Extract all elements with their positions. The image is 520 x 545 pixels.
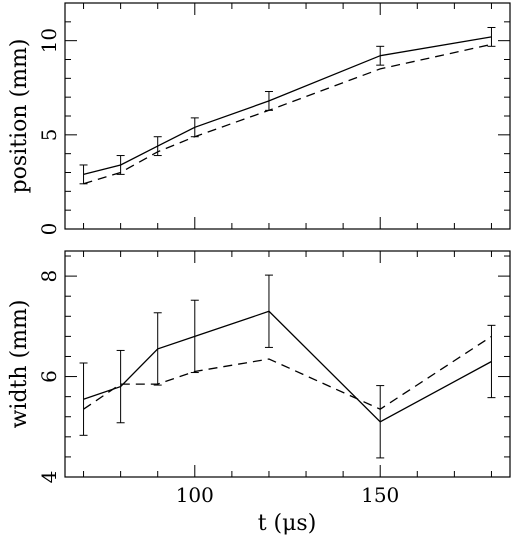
dashed-series-line	[83, 43, 492, 185]
position-panel-series	[79, 26, 496, 185]
solid-series-line	[83, 36, 492, 176]
x-tick-label: 100	[176, 483, 214, 507]
width-panel-tick-labels: 4 6 8 100 150	[37, 270, 399, 507]
width-panel: 4 6 8 100 150 width (mm) t (μs)	[7, 250, 511, 536]
width-panel-frame	[64, 250, 511, 478]
y-tick-label: 4	[37, 471, 61, 484]
x-tick-label: 150	[361, 483, 399, 507]
time-axis-label: t (μs)	[258, 511, 317, 536]
dashed-series-line	[83, 335, 492, 410]
y-tick-label: 6	[37, 370, 61, 383]
position-panel-tick-labels: 0 5 10	[37, 28, 61, 235]
width-axis-label: width (mm)	[7, 300, 32, 429]
position-axis-label: position (mm)	[7, 39, 32, 194]
width-panel-series	[79, 274, 496, 459]
solid-series-line	[83, 310, 492, 423]
position-panel-ticks	[65, 2, 510, 230]
width-panel-ticks	[65, 251, 510, 478]
y-tick-label: 0	[37, 223, 61, 236]
y-tick-label: 8	[37, 270, 61, 283]
position-panel: 0 5 10 position (mm)	[7, 2, 511, 235]
y-tick-label: 5	[37, 128, 61, 141]
y-tick-label: 10	[37, 28, 61, 53]
position-panel-frame	[64, 2, 511, 230]
